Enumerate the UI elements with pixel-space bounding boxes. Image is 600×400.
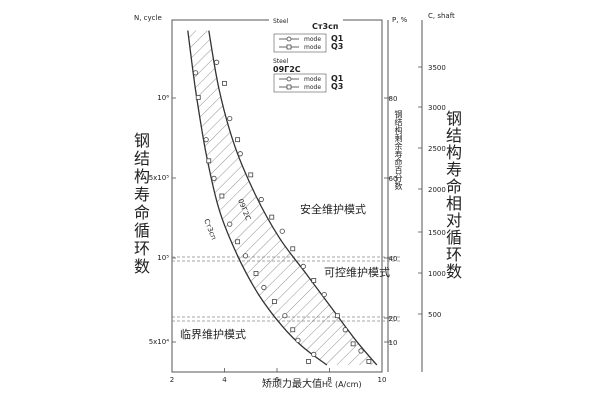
left-axis-label: 钢结构寿命循环数: [131, 132, 150, 276]
point-circle-s0-0: [193, 70, 199, 76]
point-square-s0-3: [235, 239, 241, 245]
legend: Steel Ст3сп mode Q1 mode Q3 Steel 09Г2С …: [269, 16, 344, 104]
right-axis-label: 钢结构寿命相对循环数: [443, 110, 462, 280]
point-circle-s1-7: [342, 327, 348, 333]
middle-tick-label-1: 60: [389, 175, 398, 183]
left-tick-label-0: 10⁶: [157, 94, 169, 102]
middle-tick-label-0: 80: [389, 95, 398, 103]
curve-09g2s: [208, 30, 378, 366]
point-circle-s0-2: [211, 175, 217, 181]
svg-text:Q3: Q3: [331, 82, 343, 91]
right-tick-label-4: 1500: [428, 229, 446, 237]
left-axis-title: N, cycle: [134, 14, 162, 22]
zone-label-controlled: 可控维护模式: [324, 265, 390, 279]
right-tick-label-6: 500: [428, 311, 441, 319]
point-square-s1-1: [235, 137, 241, 143]
middle-axis-title: P, %: [392, 16, 408, 24]
point-square-s0-2: [219, 193, 225, 199]
point-square-s0-6: [290, 327, 296, 333]
point-square-s0-4: [253, 271, 259, 276]
svg-text:Q3: Q3: [331, 42, 343, 51]
svg-text:mode: mode: [304, 44, 321, 51]
point-circle-s0-4: [242, 253, 249, 259]
right-tick-label-5: 1000: [428, 270, 446, 278]
point-circle-s0-3: [227, 221, 233, 227]
x-tick-label-4: 10: [378, 376, 387, 384]
point-square-s1-7: [350, 341, 356, 347]
point-circle-s0-7: [295, 337, 301, 343]
middle-tick-label-2: 40: [389, 255, 398, 263]
point-square-s1-3: [269, 214, 275, 220]
left-tick-label-1: 5x10⁵: [149, 174, 170, 182]
svg-text:mode: mode: [304, 84, 321, 91]
point-square-s1-4: [290, 246, 296, 252]
left-tick-label-2: 10⁵: [157, 254, 169, 262]
zone-label-safe: 安全维护模式: [300, 202, 366, 216]
point-circle-s1-2: [237, 151, 243, 157]
point-circle-s1-3: [258, 196, 264, 203]
legend-group2-name: 09Г2С: [273, 65, 301, 74]
x-tick-label-3: 8: [327, 376, 331, 384]
middle-tick-label-4: 10: [389, 339, 398, 347]
right-tick-label-3: 2000: [428, 186, 446, 194]
svg-text:Q1: Q1: [331, 34, 344, 43]
point-circle-s1-5: [300, 263, 306, 269]
legend-group1-name: Ст3сп: [312, 22, 338, 31]
x-axis-unit: Hc (A/cm): [322, 380, 362, 389]
point-circle-s0-1: [203, 137, 209, 143]
svg-text:mode: mode: [304, 36, 321, 43]
point-square-s0-1: [206, 158, 212, 164]
point-square-s0-5: [271, 299, 277, 305]
right-tick-label-0: 3500: [428, 64, 446, 72]
middle-tick-label-3: 20: [389, 315, 398, 323]
point-circle-s1-6: [321, 291, 327, 298]
point-square-s1-0: [222, 80, 227, 86]
svg-text:mode: mode: [304, 76, 321, 83]
right-tick-label-1: 3000: [428, 104, 446, 112]
point-square-s0-7: [306, 359, 311, 364]
point-square-s0-0: [195, 95, 201, 100]
zone-boundaries: [172, 256, 400, 322]
right-tick-label-2: 2500: [428, 145, 446, 153]
x-tick-label-2: 6: [275, 376, 280, 384]
legend-group1-title: Steel: [273, 18, 289, 25]
point-circle-s1-4: [279, 228, 285, 234]
point-circle-s1-0: [214, 59, 220, 65]
point-circle-s0-8: [311, 351, 317, 357]
hatched-region: [187, 30, 377, 365]
svg-text:Q1: Q1: [331, 74, 344, 83]
curve-label-st3sp: Ст3сп: [202, 218, 218, 241]
zone-label-critical: 临界维护模式: [180, 327, 246, 341]
point-circle-s1-1: [227, 115, 233, 122]
point-square-s1-2: [248, 172, 254, 178]
x-axis-label: 矫顽力最大值: [262, 377, 322, 390]
point-square-s1-5: [311, 278, 317, 283]
point-circle-s0-6: [282, 313, 288, 319]
x-tick-label-0: 2: [170, 376, 174, 384]
middle-axis-label: 钢结构剩余寿命百分数: [394, 110, 403, 190]
legend-group2-title: Steel: [273, 58, 289, 65]
point-square-s1-8: [366, 359, 372, 364]
point-square-s1-6: [334, 313, 340, 319]
point-circle-s0-5: [261, 284, 267, 291]
data-points: [193, 59, 372, 364]
right-axis-title: C, shaft: [428, 12, 455, 20]
point-circle-s1-8: [358, 348, 364, 354]
left-tick-label-3: 5x10⁴: [149, 338, 170, 346]
x-tick-label-1: 4: [222, 376, 227, 384]
